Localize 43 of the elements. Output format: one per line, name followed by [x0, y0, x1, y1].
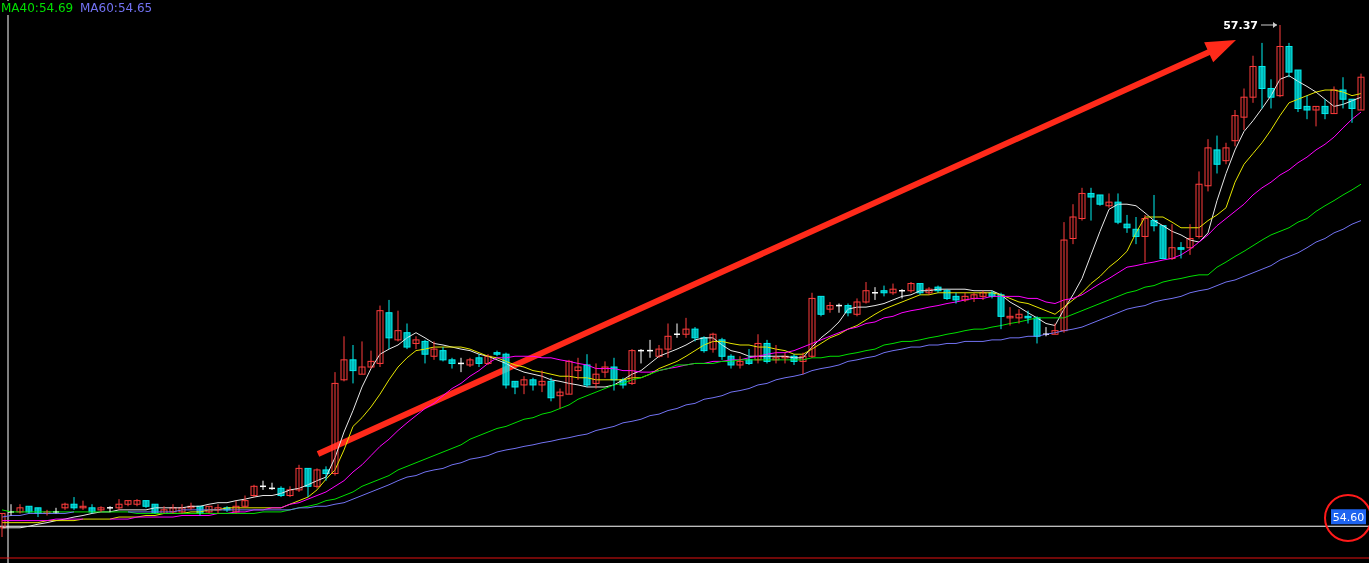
- candlestick: [97, 505, 105, 513]
- candlestick: [907, 281, 915, 294]
- candlestick: [1357, 73, 1365, 111]
- candlestick: [1168, 223, 1176, 261]
- candlestick: [1177, 241, 1185, 259]
- text: MA60:54.65: [80, 1, 153, 15]
- candlestick: [889, 283, 897, 296]
- candlestick: [1312, 105, 1320, 127]
- candlestick: [1186, 223, 1194, 256]
- candlestick: [628, 348, 636, 386]
- candlestick: [1222, 142, 1230, 165]
- candlestick: [313, 467, 321, 489]
- candlestick: [754, 333, 762, 364]
- candlestick: [529, 377, 537, 392]
- candlestick: [0, 512, 6, 538]
- candlestick: [466, 357, 474, 368]
- text: MA40:54.69: [1, 1, 74, 15]
- candlestick: [1330, 85, 1338, 115]
- candlestick: [16, 503, 24, 514]
- candlestick: [736, 355, 744, 370]
- candlestick: [520, 375, 528, 395]
- candlestick: [1213, 135, 1221, 174]
- candlestick: [61, 502, 69, 511]
- candlestick: [1105, 192, 1113, 209]
- candlestick: [394, 310, 402, 342]
- annotation: 54.60: [1332, 510, 1365, 524]
- candlestick: [880, 285, 888, 297]
- annotation: 57.37: [1223, 19, 1258, 32]
- candlestick: [250, 484, 258, 498]
- candlestick: [331, 371, 339, 477]
- candlestick: [682, 317, 690, 339]
- candlestick: [709, 332, 717, 354]
- candlestick: [340, 335, 348, 382]
- candlestick: [484, 353, 492, 366]
- candlestick: [601, 360, 609, 379]
- candlestick: [592, 362, 600, 390]
- candlestick: [412, 335, 420, 350]
- candlestick: [826, 301, 834, 314]
- candlestick: [925, 286, 933, 296]
- candlestick: [538, 370, 546, 393]
- candlestick: [1141, 214, 1149, 263]
- candlestick: [430, 340, 438, 361]
- candlestick: [475, 353, 483, 368]
